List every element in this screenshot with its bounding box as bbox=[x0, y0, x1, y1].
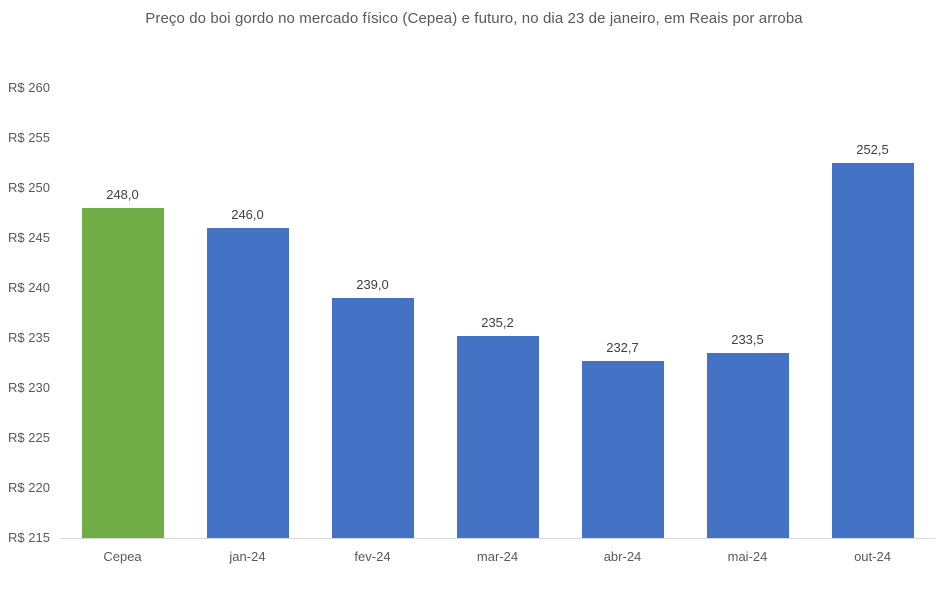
y-axis-tick-label: R$ 250 bbox=[8, 180, 50, 195]
bar-value-label: 232,7 bbox=[606, 340, 639, 355]
x-axis-line bbox=[60, 538, 935, 539]
bar-jan-24 bbox=[206, 228, 289, 538]
bar-value-label: 252,5 bbox=[856, 142, 889, 157]
y-axis-tick-label: R$ 260 bbox=[8, 80, 50, 95]
chart-title: Preço do boi gordo no mercado físico (Ce… bbox=[145, 10, 803, 27]
y-axis-tick-label: R$ 215 bbox=[8, 530, 50, 545]
bar-value-label: 239,0 bbox=[356, 277, 389, 292]
plot-area: 248,0 246,0 239,0 235,2 232,7 233,5 252,5 bbox=[60, 88, 935, 539]
bar-mai-24 bbox=[706, 353, 789, 538]
x-axis-label-cepea: Cepea bbox=[103, 549, 142, 564]
x-axis-label-mar-24: mar-24 bbox=[476, 549, 519, 564]
y-axis-tick-label: R$ 225 bbox=[8, 430, 50, 445]
bar-fev-24 bbox=[331, 298, 414, 538]
bar-out-24 bbox=[831, 163, 914, 538]
bar-value-label: 235,2 bbox=[481, 315, 514, 330]
x-axis-label-mai-24: mai-24 bbox=[727, 549, 768, 564]
y-axis-tick-label: R$ 235 bbox=[8, 330, 50, 345]
bar-abr-24 bbox=[581, 361, 664, 538]
x-axis-label-abr-24: abr-24 bbox=[603, 549, 642, 564]
bar-cepea bbox=[81, 208, 164, 538]
bar-value-label: 233,5 bbox=[731, 332, 764, 347]
y-axis-tick-label: R$ 245 bbox=[8, 230, 50, 245]
y-axis-tick-label: R$ 255 bbox=[8, 130, 50, 145]
x-axis-label-out-24: out-24 bbox=[854, 549, 891, 564]
bar-value-label: 246,0 bbox=[231, 207, 264, 222]
y-axis-tick-label: R$ 220 bbox=[8, 480, 50, 495]
x-axis-label-jan-24: jan-24 bbox=[229, 549, 266, 564]
bar-mar-24 bbox=[456, 336, 539, 538]
y-axis-tick-label: R$ 230 bbox=[8, 380, 50, 395]
bar-value-label: 248,0 bbox=[106, 187, 139, 202]
y-axis-tick-label: R$ 240 bbox=[8, 280, 50, 295]
x-axis-label-fev-24: fev-24 bbox=[354, 549, 391, 564]
